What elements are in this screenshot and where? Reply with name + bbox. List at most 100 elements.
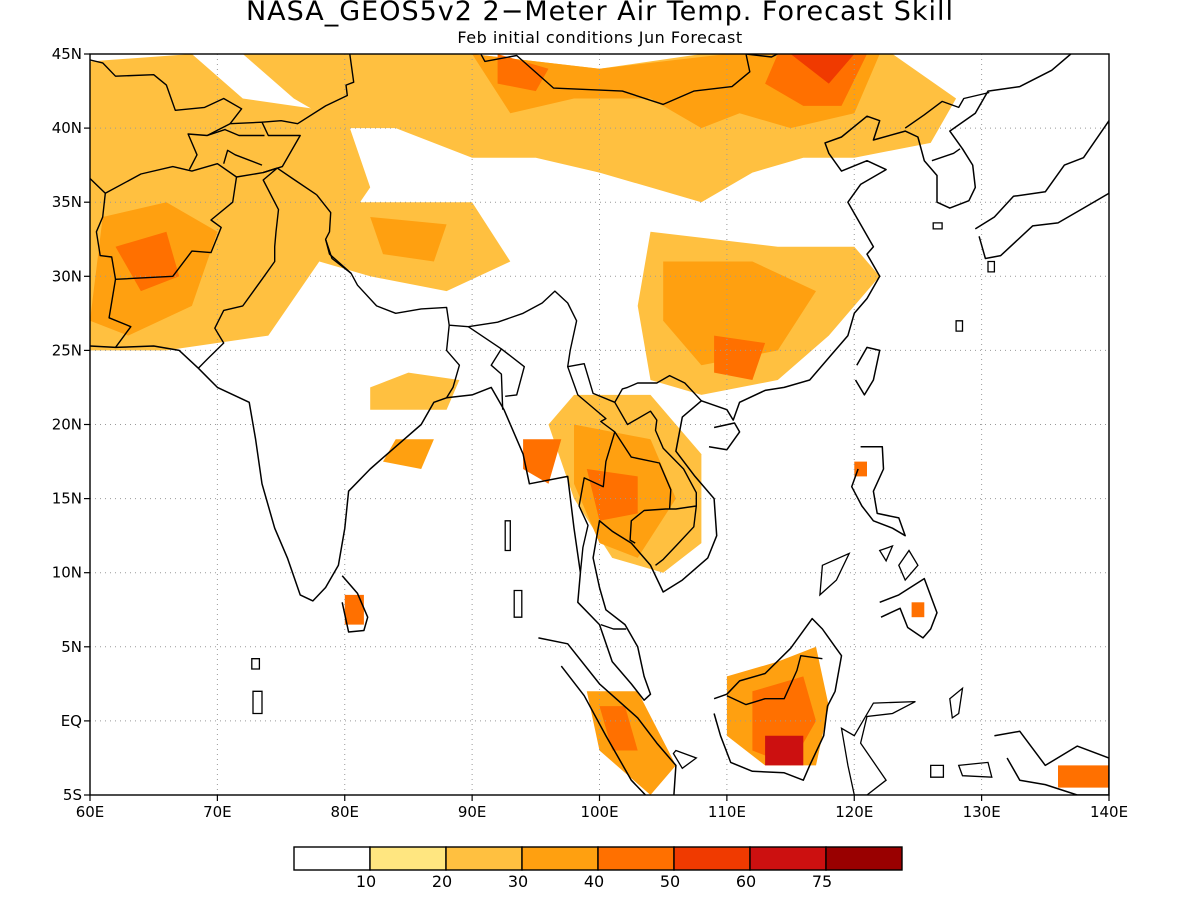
coastline: [974, 119, 1109, 260]
colorbar-label: 75: [812, 872, 832, 891]
x-tick-label: 80E: [330, 803, 359, 821]
x-tick-label: 90E: [458, 803, 487, 821]
x-tick-label: 110E: [708, 803, 746, 821]
y-tick-label: EQ: [61, 712, 82, 730]
x-tick-label: 130E: [963, 803, 1001, 821]
skill-region: [1058, 765, 1109, 788]
island-outline: [672, 749, 698, 770]
colorbar-swatch: [293, 846, 371, 871]
y-tick-label: 5S: [63, 786, 82, 804]
colorbar-label: 40: [584, 872, 604, 891]
skill-region: [911, 602, 925, 618]
x-tick-label: 120E: [835, 803, 873, 821]
skill-region: [370, 217, 447, 262]
skill-region: [599, 706, 638, 751]
colorbar-label: 60: [736, 872, 756, 891]
colorbar-swatch: [369, 846, 447, 871]
coastline: [713, 617, 843, 781]
map-title: NASA_GEOS5v2 2−Meter Air Temp. Forecast …: [245, 0, 955, 27]
y-tick-label: 20N: [52, 416, 82, 434]
colorbar-label: 10: [356, 872, 376, 891]
skill-region: [663, 261, 816, 366]
island-outline: [932, 222, 943, 230]
island-outline: [504, 520, 511, 552]
country-border: [500, 348, 525, 397]
country-border: [223, 149, 263, 166]
country-border: [206, 128, 265, 137]
country-border: [567, 366, 616, 573]
y-tick-label: 35N: [52, 193, 82, 211]
country-border: [614, 431, 672, 510]
island-outline: [819, 552, 851, 597]
colorbar-swatch: [445, 846, 523, 871]
island-outline: [987, 260, 996, 273]
skill-region: [765, 735, 804, 766]
coastline: [994, 730, 1109, 795]
country-border: [1121, 759, 1122, 795]
coastline: [708, 422, 741, 451]
country-border: [324, 239, 352, 274]
skill-region: [523, 439, 562, 484]
country-border: [931, 148, 961, 162]
x-tick-label: 70E: [203, 803, 232, 821]
colorbar-swatch: [521, 846, 599, 871]
colorbar-swatch: [749, 846, 827, 871]
country-border: [467, 326, 504, 410]
y-tick-label: 40N: [52, 119, 82, 137]
country-border: [614, 401, 697, 544]
island-outline: [840, 700, 916, 795]
y-tick-label: 5N: [61, 638, 82, 656]
island-outline: [898, 549, 919, 582]
country-border: [655, 505, 697, 566]
country-border: [600, 623, 627, 630]
country-border: [480, 54, 779, 106]
island-outline: [957, 761, 993, 778]
skill-region: [790, 54, 855, 84]
country-border: [104, 162, 318, 196]
country-border: [349, 54, 354, 55]
skill-region: [714, 335, 766, 380]
x-tick-label: 100E: [580, 803, 618, 821]
country-border: [726, 655, 823, 706]
y-tick-label: 25N: [52, 341, 82, 359]
skill-shading: [90, 54, 1109, 795]
country-borders: [90, 54, 1122, 795]
x-tick-label: 140E: [1090, 803, 1128, 821]
island-outline: [252, 690, 263, 715]
skill-region: [344, 594, 364, 625]
coastline: [850, 445, 906, 537]
country-border: [197, 167, 280, 369]
latitude-axis: 5S EQ 5N 10N 15N 20N 25N 30N 35N 40N 45N: [52, 45, 90, 804]
y-tick-label: 45N: [52, 45, 82, 63]
country-border: [90, 177, 132, 348]
colorbar-swatch: [825, 846, 903, 871]
island-outline: [513, 589, 523, 618]
y-tick-label: 15N: [52, 490, 82, 508]
coastline: [879, 577, 938, 639]
coastline: [341, 575, 369, 633]
colorbar: 10 20 30 40 50 60 75: [293, 846, 903, 891]
island-outline: [930, 764, 945, 778]
coastlines: [90, 54, 1109, 795]
y-tick-label: 10N: [52, 564, 82, 582]
x-tick-label: 60E: [76, 803, 105, 821]
colorbar-label: 30: [508, 872, 528, 891]
colorbar-label: 20: [432, 872, 452, 891]
island-outline: [878, 544, 894, 563]
longitude-axis: 60E 70E 80E 90E 100E 110E 120E 130E 140E: [76, 795, 1128, 821]
colorbar-swatch: [597, 846, 675, 871]
country-border: [261, 54, 355, 125]
island-outline: [949, 686, 964, 720]
island-outline: [955, 320, 964, 332]
country-border: [90, 59, 243, 125]
colorbar-label: 50: [660, 872, 680, 891]
island-outline: [251, 658, 261, 670]
country-border: [445, 325, 461, 399]
country-border: [187, 121, 301, 174]
skill-region: [497, 54, 549, 92]
skill-region: [586, 469, 638, 521]
map-subtitle: Feb initial conditions Jun Forecast: [457, 28, 743, 47]
coastline: [538, 637, 677, 795]
y-tick-label: 30N: [52, 267, 82, 285]
